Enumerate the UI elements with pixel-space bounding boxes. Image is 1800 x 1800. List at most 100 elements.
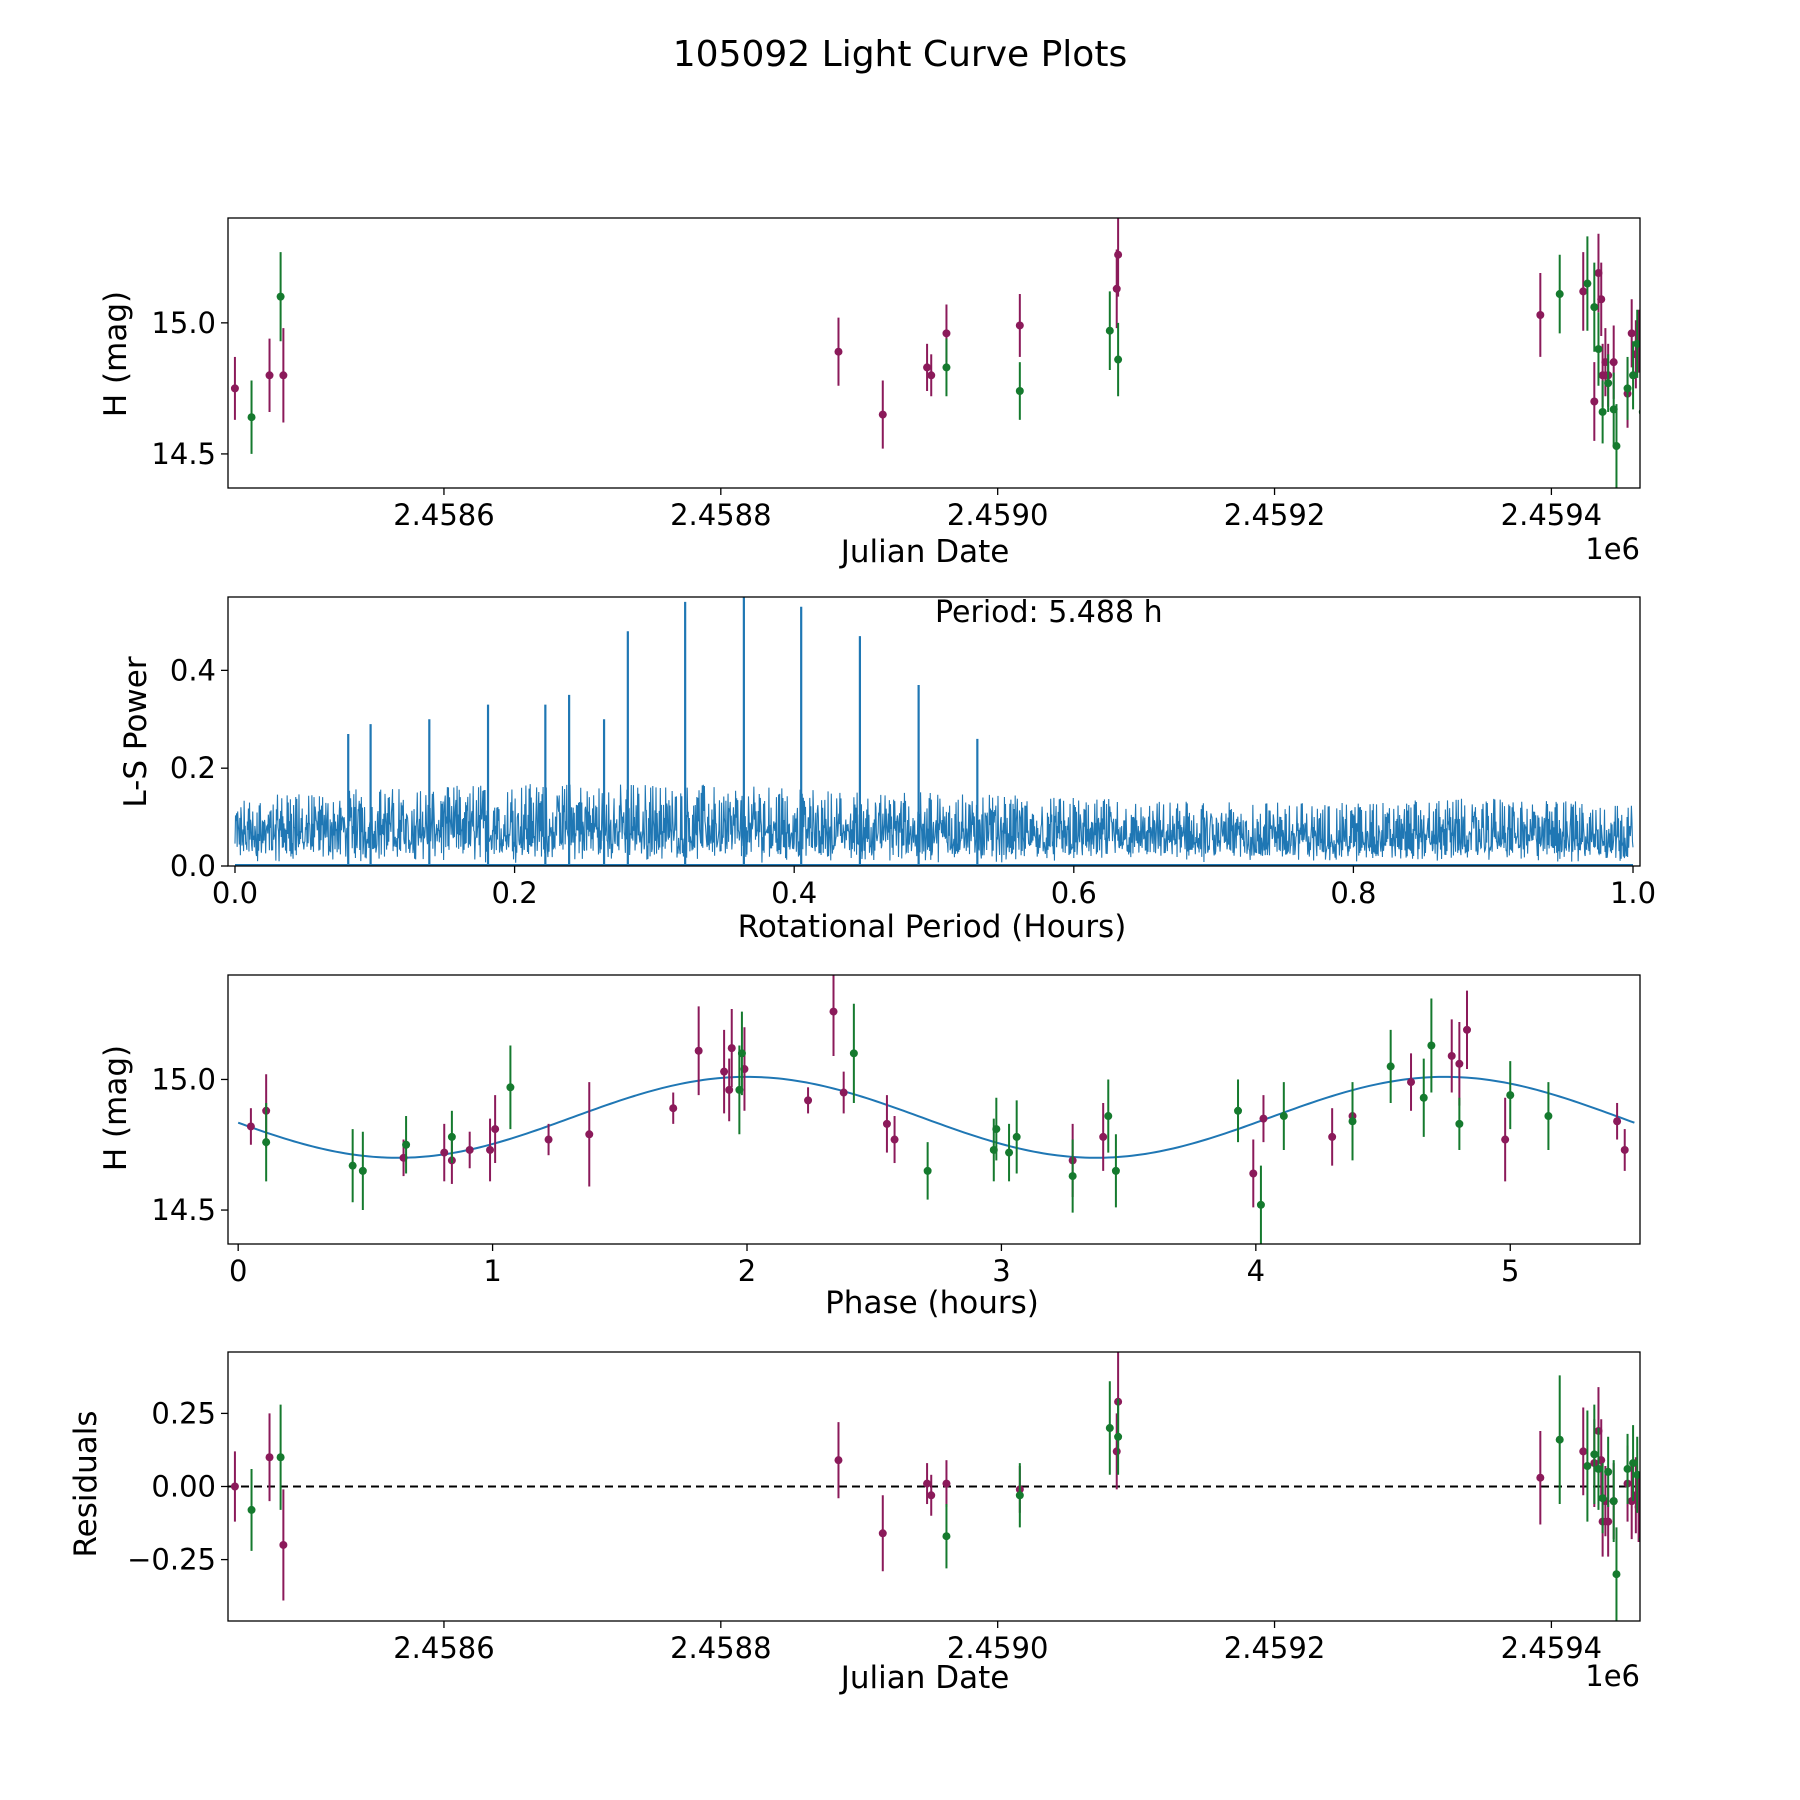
phase-folded-point-band_a [829, 1007, 838, 1016]
residuals-point-band_a [1679, 1500, 1687, 1508]
light-curve-point-band_b [1633, 339, 1640, 348]
light-curve-point-band_b [1612, 442, 1621, 451]
periodogram-axes: 0.0 0.2 0.4 0.6 0.8 1.0 0.0 0.2 0.4 [170, 653, 1656, 910]
residuals-point-band_b [1105, 1424, 1114, 1433]
light-curve-axes: 2.4586 2.4588 2.4590 2.4592 2.4594 14.5 15.0 [151, 306, 1602, 532]
phase-ylabel: H (mag) [98, 1045, 134, 1171]
residuals-ytick-label: −0.25 [127, 1543, 216, 1577]
phase-folded-point-band_b [1012, 1132, 1021, 1141]
phase-folded-point-band_a [585, 1130, 594, 1139]
residuals-point-band_b [1594, 1464, 1603, 1473]
light-curve-point-band_a [878, 410, 887, 419]
light-curve-point-band_a [1536, 310, 1545, 319]
light-curve-point-band_b [1623, 384, 1632, 393]
residuals-point-band_b [1682, 1494, 1690, 1502]
phase-folded-point-band_b [402, 1140, 411, 1149]
residuals-point-band_b [1555, 1435, 1564, 1444]
light-curve-point-band_a [1627, 329, 1636, 338]
light-curve-xtick-label: 2.4594 [1501, 498, 1602, 532]
light-curve-point-band_a [942, 329, 951, 338]
residuals-point-band_a [1634, 1502, 1640, 1511]
residuals-point-band_b [1675, 1500, 1683, 1508]
phase-folded-point-band_b [849, 1049, 858, 1058]
phase-folded-point-band_a [1407, 1078, 1416, 1087]
phase-folded-point-band_b [1104, 1112, 1113, 1121]
periodogram-panel: L-S Power Rotational Period (Hours) Peri… [118, 595, 1163, 945]
phase-folded-point-band_b [358, 1166, 367, 1175]
light-curve-point-band_a [230, 384, 239, 393]
light-curve-point-band_a [1668, 358, 1676, 366]
light-curve-offset-label: 1e6 [1585, 532, 1640, 566]
residuals-point-band_a [1711, 1471, 1719, 1479]
residuals-point-band_a [878, 1529, 887, 1538]
light-curve-point-band_a [1640, 379, 1648, 387]
residuals-point-band_a [927, 1491, 936, 1500]
residuals-axes: 2.4586 2.4588 2.4590 2.4592 2.4594 −0.25 0.00 0… [127, 1396, 1602, 1665]
residuals-offset-label: 1e6 [1585, 1659, 1640, 1693]
periodogram-xlabel: Rotational Period (Hours) [738, 909, 1127, 945]
phase-folded-point-band_a [1447, 1051, 1456, 1060]
phase-folded-point-band_a [1249, 1169, 1258, 1178]
periodogram-xtick-label: 0.2 [492, 876, 538, 910]
light-curve-point-band_a [1609, 358, 1618, 367]
phase-folded-markers [246, 975, 1629, 1244]
light-curve-point-band_b [1675, 353, 1683, 361]
light-curve-point-band_b [247, 413, 256, 422]
phase-folded-xtick-label: 3 [992, 1254, 1010, 1288]
residuals-markers [230, 1352, 1719, 1621]
phase-folded-point-band_b [506, 1083, 515, 1092]
phase-xlabel: Phase (hours) [825, 1285, 1039, 1321]
phase-folded-point-band_b [1348, 1117, 1357, 1126]
light-curve-ytick-label: 15.0 [151, 306, 216, 340]
phase-model [237, 1075, 1635, 1159]
light-curve-xtick-label: 2.4588 [670, 498, 771, 532]
phase-folded-point-band_a [1259, 1114, 1268, 1123]
phase-folded-point-band_b [1279, 1112, 1288, 1121]
light-curve-point-band_a [1114, 250, 1123, 259]
light-curve-point-band_a [1679, 366, 1687, 374]
phase-folded-point-band_b [992, 1125, 1001, 1134]
light-curve-point-band_b [942, 363, 951, 372]
light-curve-frame [227, 217, 1641, 489]
phase-folded-point-band_b [1427, 1041, 1436, 1050]
light-curve-point-band_a [1112, 284, 1121, 293]
residuals-point-band_b [1612, 1570, 1621, 1579]
residuals-point-band_b [1590, 1450, 1599, 1459]
phase-folded-point-band_a [890, 1135, 899, 1144]
phase-folded-point-band_a [725, 1085, 734, 1094]
phase-folded-point-band_b [1455, 1119, 1464, 1128]
residuals-xtick-label: 2.4594 [1501, 1631, 1602, 1665]
residuals-point-band_b [1015, 1491, 1024, 1500]
periodogram-lines [234, 597, 1634, 866]
phase-folded-point-band_b [1419, 1093, 1428, 1102]
residuals-point-band_b [1660, 1465, 1668, 1473]
light-curve-point-band_b [1678, 408, 1686, 416]
phase-folded-point-band_a [1455, 1059, 1464, 1068]
phase-folded-point-band_a [486, 1145, 495, 1154]
phase-folded-point-band_a [544, 1135, 553, 1144]
phase-folded-ytick-label: 15.0 [151, 1062, 216, 1096]
periodogram-ytick-label: 0.4 [170, 653, 216, 687]
periodogram-xtick-label: 0.6 [1051, 876, 1097, 910]
residuals-point-band_a [279, 1540, 288, 1549]
residuals-ytick-label: 0.25 [151, 1396, 216, 1430]
light-curve-point-band_a [1579, 287, 1588, 296]
phase-folded-point-band_a [465, 1145, 474, 1154]
residuals-frame [227, 1351, 1641, 1622]
phase-folded-axes: 0 1 2 3 4 5 14.5 15.0 [151, 1062, 1519, 1288]
light-curve-xtick-label: 2.4592 [1224, 498, 1325, 532]
light-curve-point-band_a [1654, 353, 1662, 361]
period-annotation: Period: 5.488 h [935, 595, 1163, 630]
light-curve-point-band_b [1660, 363, 1668, 371]
light-curve-point-band_b [1604, 379, 1613, 388]
light-curve-point-band_b [1583, 279, 1592, 288]
residuals-panel: Residuals Julian Date 1e6 [68, 1410, 1640, 1696]
residuals-point-band_b [1583, 1462, 1592, 1471]
residuals-point-band_a [942, 1479, 951, 1488]
light-curve-point-band_b [1015, 387, 1024, 396]
light-curve-point-band_b [1682, 324, 1690, 332]
residuals-point-band_a [923, 1479, 932, 1488]
residuals-point-band_a [1654, 1474, 1662, 1482]
model-curve [237, 1075, 1635, 1159]
